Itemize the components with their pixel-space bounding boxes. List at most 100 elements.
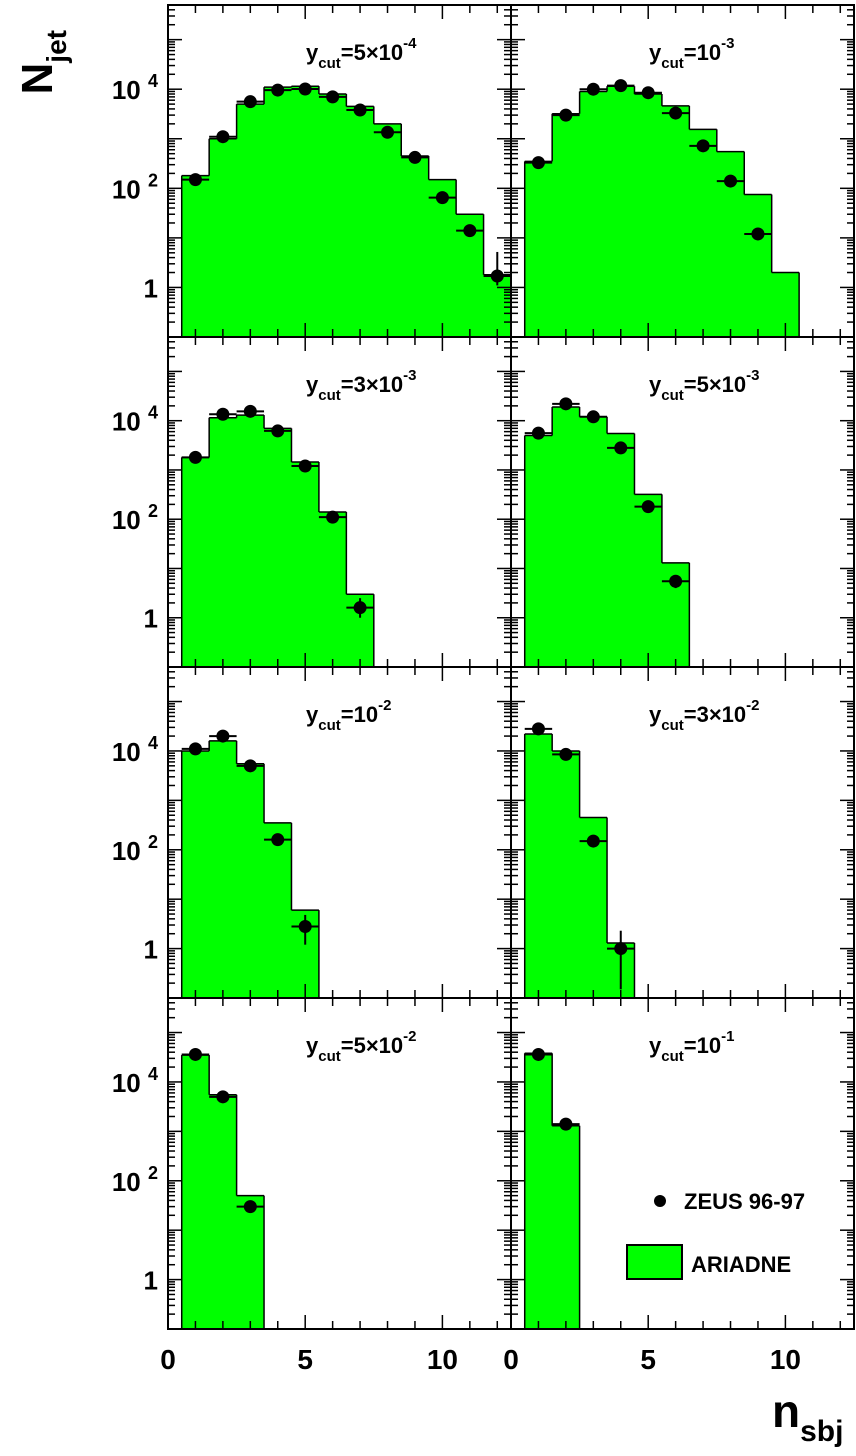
zeus-point [435, 191, 449, 205]
y-tick-label: 1 [144, 1266, 158, 1296]
panels-layer: ycut=5×10-4 ycut=10-3 ycut=3×10-3 ycut=5×10… [180, 35, 800, 1329]
legend-zeus-marker [654, 1195, 666, 1207]
zeus-point [326, 90, 340, 104]
zeus-point [641, 500, 655, 514]
zeus-point [614, 942, 628, 956]
zeus-point [298, 459, 312, 473]
ariadne-histogram-fill [181, 1055, 265, 1329]
legend-ariadne-label: ARIADNE [691, 1252, 791, 1277]
zeus-point [531, 426, 545, 440]
zeus-point [188, 173, 202, 187]
ariadne-histogram-fill [524, 86, 800, 337]
legend-ariadne-swatch [626, 1244, 683, 1280]
zeus-point [531, 156, 545, 170]
zeus-point [216, 130, 230, 144]
panel-7: ycut=5×10-2 [180, 1028, 417, 1329]
zeus-point [271, 833, 285, 847]
panel-5: ycut=10-2 [180, 697, 391, 998]
ariadne-histogram-fill [524, 1053, 580, 1329]
y-tick-label: 1 [144, 273, 158, 303]
zeus-point [271, 83, 285, 97]
panel-label: ycut=3×10-2 [649, 697, 760, 734]
panel-6: ycut=3×10-2 [523, 697, 760, 998]
zeus-point [188, 450, 202, 464]
zeus-point [243, 1200, 257, 1214]
zeus-point [531, 1047, 545, 1061]
x-tick-label: 10 [770, 1344, 801, 1375]
zeus-point [353, 601, 367, 615]
zeus-point [586, 82, 600, 96]
panel-label: ycut=10-2 [306, 697, 391, 734]
x-axis-title: nsbj [772, 1385, 843, 1448]
zeus-point [298, 919, 312, 933]
zeus-point [298, 82, 312, 96]
panel-label: ycut=5×10-4 [306, 35, 417, 72]
zeus-point [669, 106, 683, 120]
panel-label: ycut=3×10-3 [306, 367, 417, 404]
axis-labels-layer: Njet nsbj [13, 30, 843, 1448]
x-tick-label: 0 [503, 1344, 519, 1375]
y-tick-label: 10 2 [112, 170, 158, 204]
zeus-point [559, 1117, 573, 1131]
zeus-point [586, 834, 600, 848]
y-axis-title: Njet [13, 30, 72, 94]
x-tick-label: 5 [640, 1344, 656, 1375]
zeus-point [751, 227, 765, 241]
ariadne-histogram-fill [181, 415, 374, 667]
x-tick-label: 5 [297, 1344, 313, 1375]
zeus-point [614, 441, 628, 455]
panel-label: ycut=10-3 [649, 35, 734, 72]
zeus-point [188, 1047, 202, 1061]
zeus-point [216, 729, 230, 743]
zeus-point [326, 510, 340, 524]
panel-label: ycut=5×10-3 [649, 367, 760, 404]
zeus-point [586, 410, 600, 424]
x-tick-label: 0 [160, 1344, 176, 1375]
zeus-point [216, 1090, 230, 1104]
zeus-point [490, 269, 504, 283]
panel-3: ycut=3×10-3 [180, 367, 417, 667]
ariadne-histogram-fill [524, 406, 690, 667]
panel-8: ycut=10-1 [523, 1028, 734, 1329]
zeus-point [559, 397, 573, 411]
y-tick-label: 10 2 [112, 832, 158, 866]
ariadne-histogram-fill [181, 86, 511, 337]
panel-label: ycut=10-1 [649, 1028, 734, 1065]
zeus-point [463, 224, 477, 238]
zeus-point [188, 742, 202, 756]
zeus-point [669, 574, 683, 588]
zeus-point [696, 139, 710, 153]
zeus-point [243, 759, 257, 773]
x-tick-label: 10 [427, 1344, 458, 1375]
zeus-point [641, 86, 655, 100]
zeus-point [271, 424, 285, 438]
zeus-point [243, 95, 257, 109]
panel-4: ycut=5×10-3 [523, 367, 760, 667]
zeus-point [559, 108, 573, 122]
zeus-point [243, 404, 257, 418]
y-tick-label: 1 [144, 935, 158, 965]
y-tick-label: 10 4 [112, 403, 158, 437]
zeus-point [559, 747, 573, 761]
panel-frame [510, 997, 855, 1330]
y-tick-label: 10 2 [112, 501, 158, 535]
panel-1: ycut=5×10-4 [180, 35, 512, 337]
zeus-point [531, 722, 545, 736]
y-tick-label: 10 4 [112, 71, 158, 105]
y-tick-label: 10 2 [112, 1163, 158, 1197]
y-tick-label: 10 4 [112, 733, 158, 767]
y-tick-label: 10 4 [112, 1064, 158, 1098]
zeus-point [216, 407, 230, 421]
zeus-point [353, 103, 367, 117]
zeus-point [381, 125, 395, 139]
ariadne-histogram-fill [181, 740, 319, 998]
zeus-point [614, 79, 628, 93]
legend: ZEUS 96-97 ARIADNE [626, 1189, 805, 1280]
panel-2: ycut=10-3 [523, 35, 800, 337]
legend-zeus-label: ZEUS 96-97 [684, 1189, 805, 1214]
y-tick-label: 1 [144, 604, 158, 634]
zeus-point [724, 174, 738, 188]
zeus-point [408, 150, 422, 164]
